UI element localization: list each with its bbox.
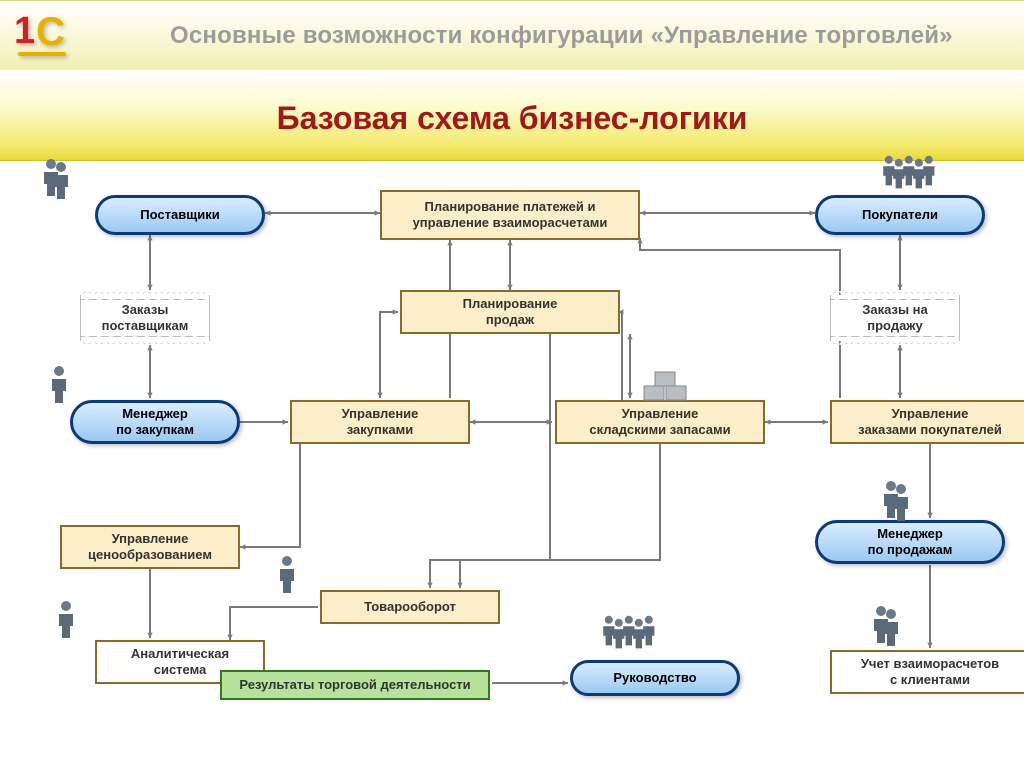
node-label: Результаты торговой деятельности <box>239 677 470 693</box>
node-mgmt_stock: Управлениескладскими запасами <box>555 400 765 444</box>
node-label: Учет взаиморасчетовс клиентами <box>861 656 999 689</box>
node-label: Покупатели <box>862 207 938 223</box>
node-leadership: Руководство <box>570 660 740 696</box>
diagram-stage: 1C Основные возможности конфигурации «Уп… <box>0 0 1024 768</box>
node-label: Заказыпоставщикам <box>102 302 189 335</box>
node-buyers: Покупатели <box>815 195 985 235</box>
node-mgr_sales: Менеджерпо продажам <box>815 520 1005 564</box>
node-label: Управлениезаказами покупателей <box>858 406 1002 439</box>
node-turnover: Товарооборот <box>320 590 500 624</box>
node-label: Товарооборот <box>364 599 456 615</box>
node-suppliers: Поставщики <box>95 195 265 235</box>
node-mgr_buy: Менеджерпо закупкам <box>70 400 240 444</box>
node-payments: Планирование платежей иуправление взаимо… <box>380 190 640 240</box>
node-label: Руководство <box>613 670 696 686</box>
node-pricing: Управлениеценообразованием <box>60 525 240 569</box>
node-label: Менеджерпо закупкам <box>116 406 194 439</box>
node-label: Менеджерпо продажам <box>868 526 953 559</box>
node-label: Аналитическаясистема <box>131 646 229 679</box>
node-mgmt_buy: Управлениезакупками <box>290 400 470 444</box>
node-ord_sup: Заказыпоставщикам <box>80 295 210 341</box>
node-settlements: Учет взаиморасчетовс клиентами <box>830 650 1024 694</box>
node-label: Управлениезакупками <box>342 406 419 439</box>
node-results: Результаты торговой деятельности <box>220 670 490 700</box>
node-salesplan: Планированиепродаж <box>400 290 620 334</box>
node-label: Планированиепродаж <box>463 296 558 329</box>
node-label: Заказы напродажу <box>862 302 928 335</box>
node-label: Управлениескладскими запасами <box>589 406 730 439</box>
node-ord_sale: Заказы напродажу <box>830 295 960 341</box>
node-label: Планирование платежей иуправление взаимо… <box>413 199 608 232</box>
node-mgmt_ord: Управлениезаказами покупателей <box>830 400 1024 444</box>
node-label: Поставщики <box>140 207 219 223</box>
node-label: Управлениеценообразованием <box>88 531 212 564</box>
